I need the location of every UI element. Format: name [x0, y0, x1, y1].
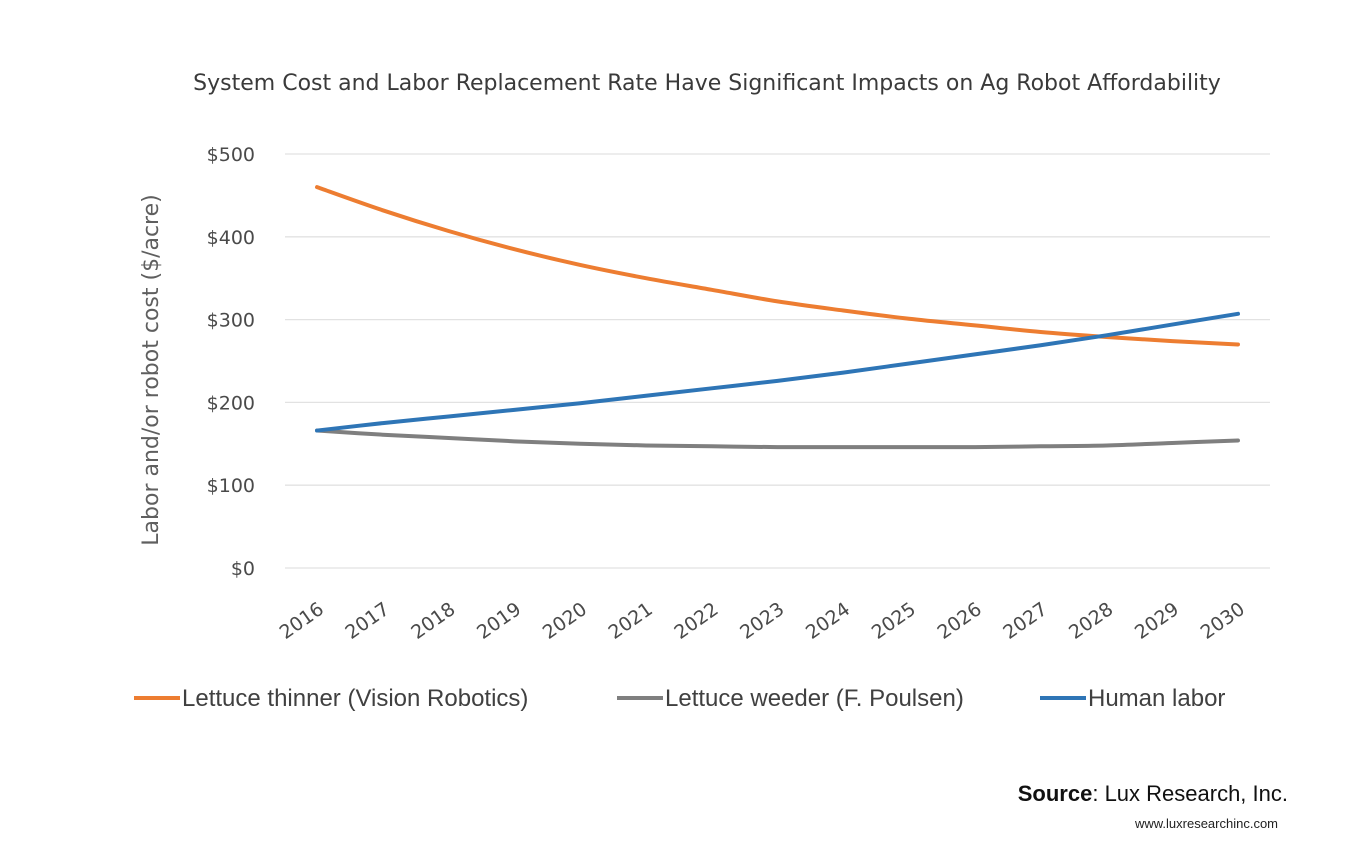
y-tick-label: $0 [231, 558, 255, 580]
y-tick-label: $300 [207, 310, 255, 332]
x-tick-label: 2021 [605, 598, 657, 644]
x-tick-label: 2022 [670, 598, 722, 644]
y-tick-label: $200 [207, 392, 255, 414]
x-tick-label: 2018 [407, 598, 459, 644]
x-tick-label: 2017 [341, 598, 393, 644]
x-tick-label: 2025 [868, 598, 920, 644]
y-axis-title: Labor and/or robot cost ($/acre) [139, 194, 164, 545]
source-url: www.luxresearchinc.com [1134, 816, 1278, 831]
x-tick-label: 2029 [1131, 598, 1183, 644]
x-tick-label: 2030 [1197, 598, 1249, 644]
legend-label: Human labor [1088, 685, 1225, 712]
x-tick-label: 2019 [473, 598, 525, 644]
legend-item-lettuce-weeder: Lettuce weeder (F. Poulsen) [617, 685, 964, 712]
series-line-human-labor [315, 311, 1240, 433]
x-axis-ticks: 2016 2017 2018 2019 2020 2021 2022 2023 2024 2025… [276, 598, 1249, 644]
source-name: : Lux Research, Inc. [1092, 781, 1288, 806]
x-tick-label: 2026 [933, 598, 985, 644]
x-tick-label: 2027 [999, 598, 1051, 644]
series-lines [315, 185, 1240, 450]
x-tick-label: 2023 [736, 598, 788, 644]
legend: Lettuce thinner (Vision Robotics) Lettuce… [134, 685, 1225, 712]
y-axis-ticks: $0 $100 $200 $300 $400 $500 [207, 144, 255, 580]
source-credit: Source: Lux Research, Inc. www.luxresear… [1018, 781, 1288, 831]
x-tick-label: 2016 [276, 598, 328, 644]
x-tick-label: 2024 [802, 598, 854, 644]
source-label: Source [1018, 781, 1093, 806]
legend-item-human-labor: Human labor [1040, 685, 1225, 712]
legend-label: Lettuce weeder (F. Poulsen) [665, 685, 964, 712]
chart-title: System Cost and Labor Replacement Rate H… [193, 71, 1221, 96]
series-line-lettuce-weeder [315, 428, 1240, 450]
legend-label: Lettuce thinner (Vision Robotics) [182, 685, 528, 712]
x-tick-label: 2028 [1065, 598, 1117, 644]
gridlines [285, 153, 1270, 569]
x-tick-label: 2020 [539, 598, 591, 644]
y-tick-label: $500 [207, 144, 255, 166]
series-line-lettuce-thinner [315, 185, 1240, 347]
legend-item-lettuce-thinner: Lettuce thinner (Vision Robotics) [134, 685, 528, 712]
source-line: Source: Lux Research, Inc. [1018, 781, 1288, 806]
y-tick-label: $100 [207, 475, 255, 497]
y-tick-label: $400 [207, 227, 255, 249]
